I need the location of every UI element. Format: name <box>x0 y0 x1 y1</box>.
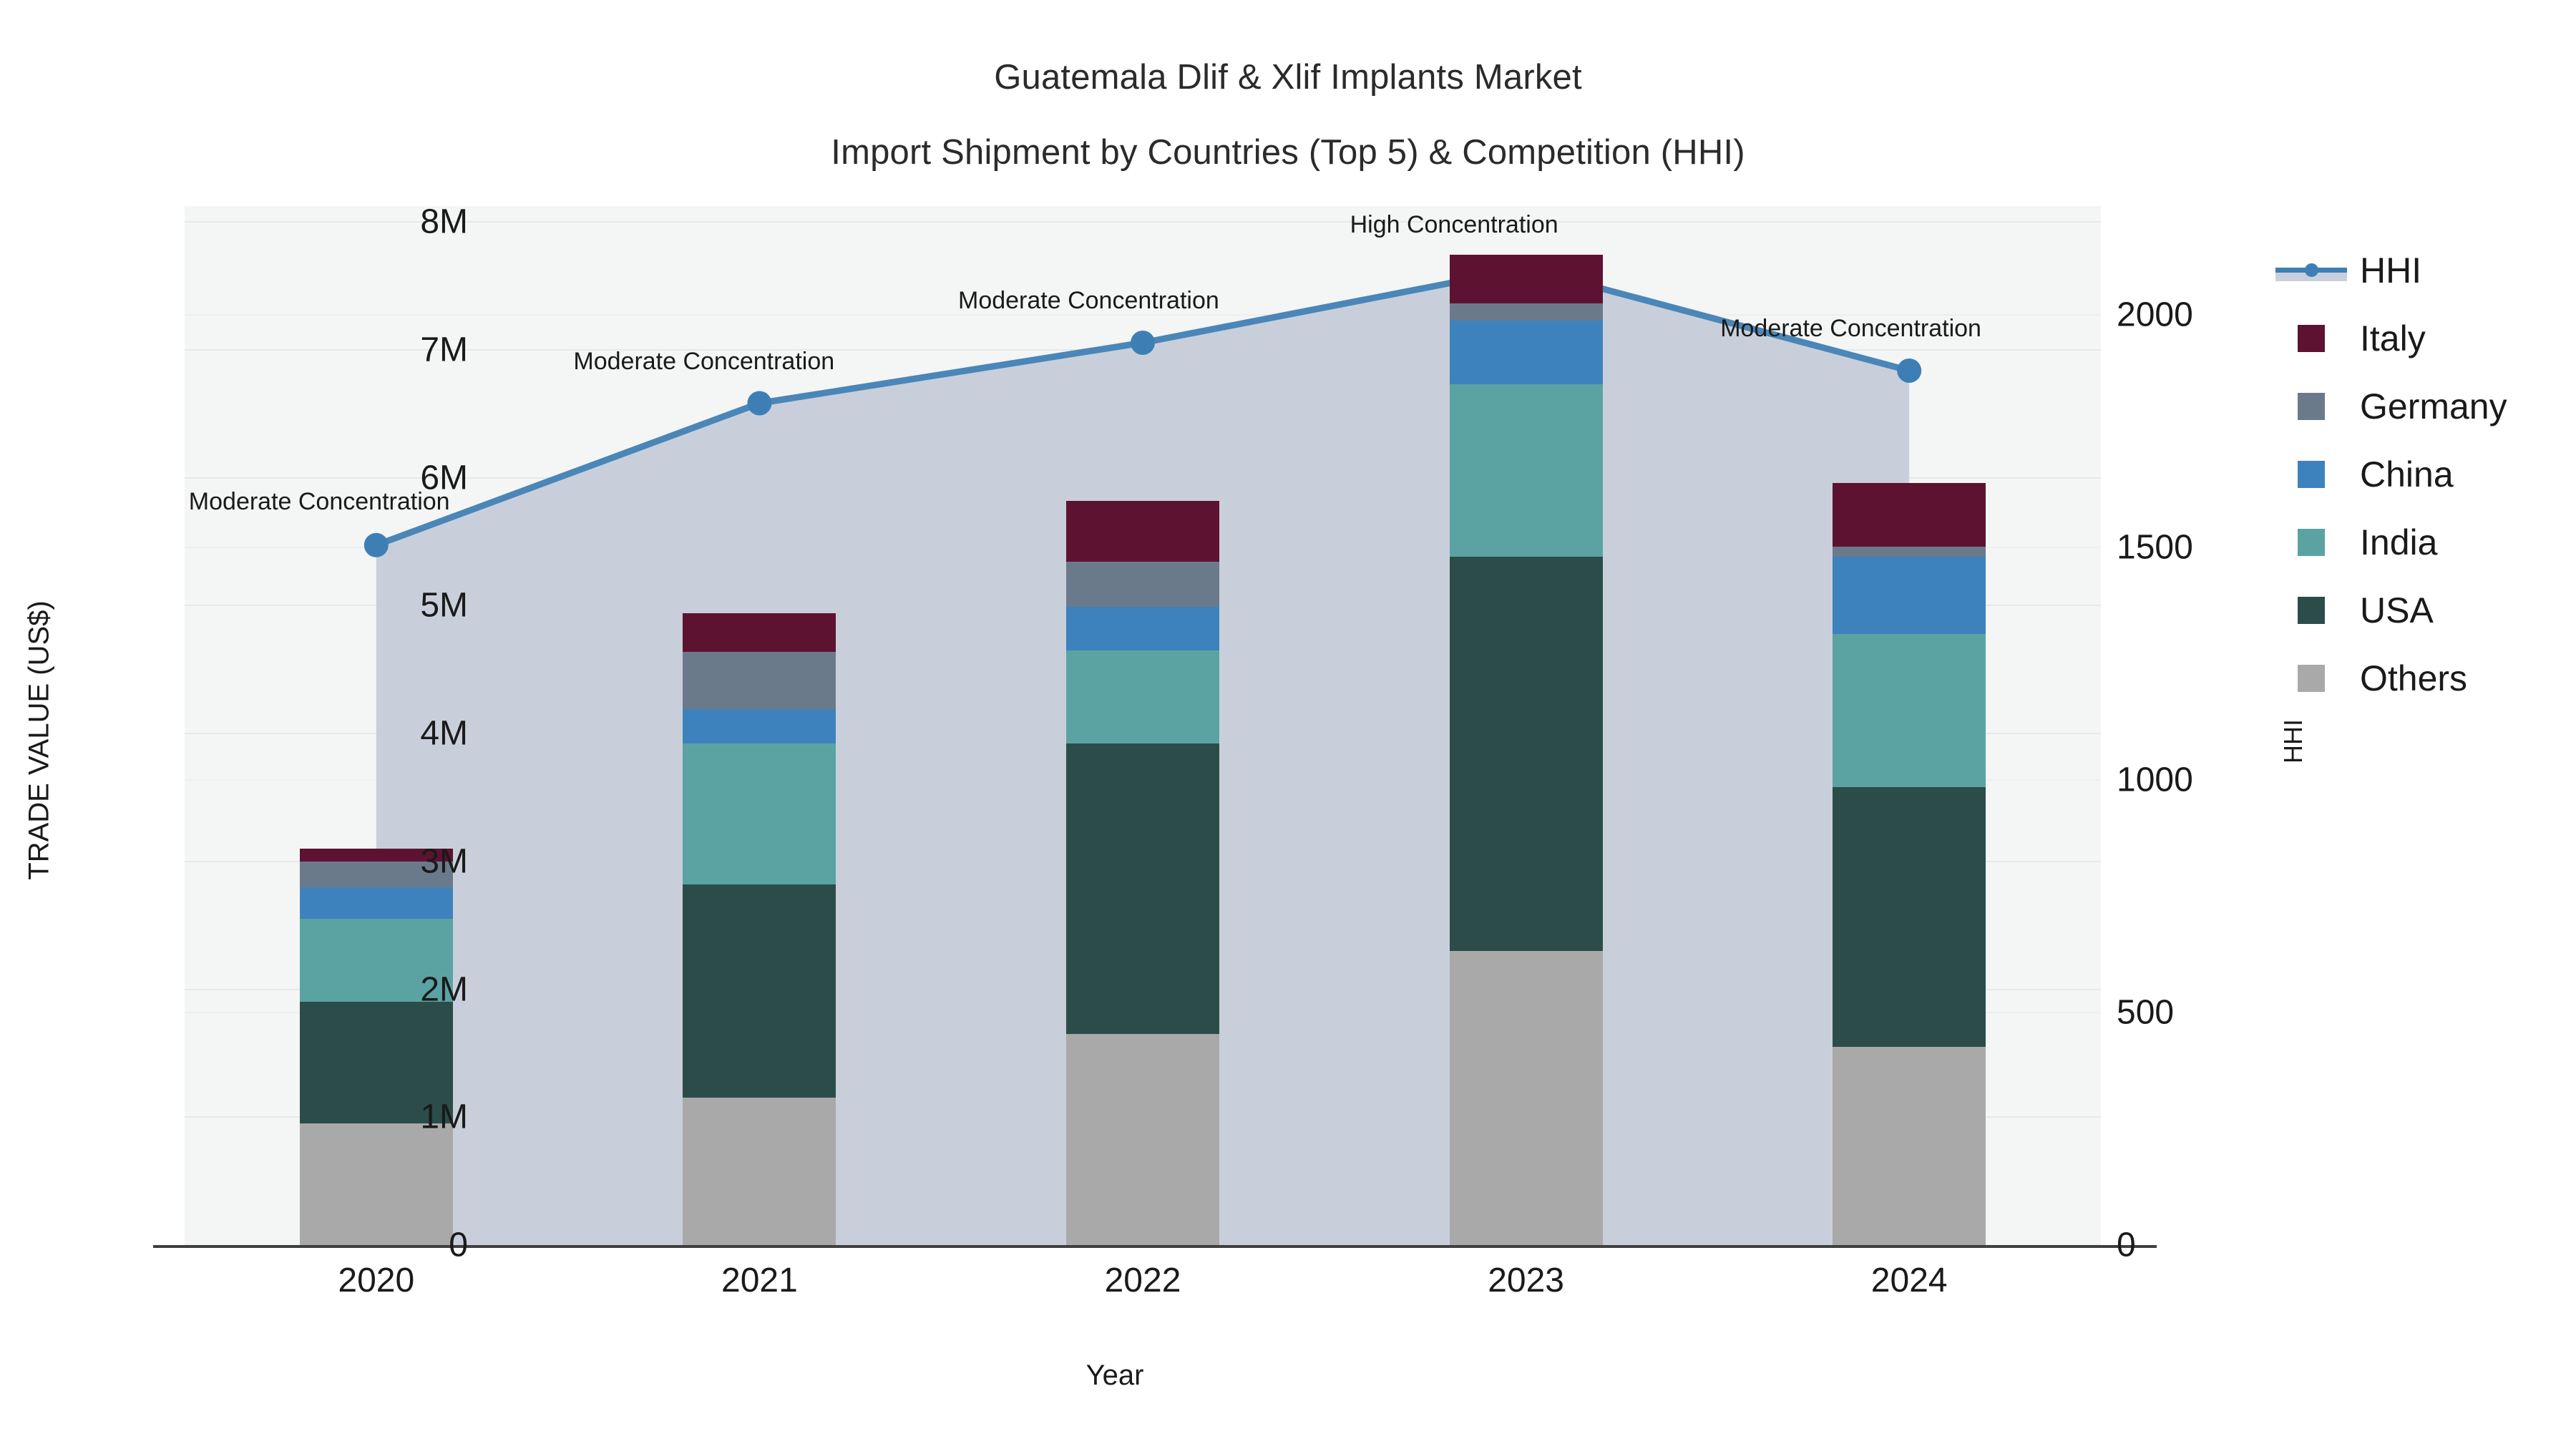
bar-segment-china-2021[interactable] <box>683 709 836 744</box>
y-tick-right-1500: 1500 <box>2117 528 2193 567</box>
bar-group-2021 <box>683 206 836 1245</box>
y-tick-right-500: 500 <box>2117 993 2175 1032</box>
bar-segment-india-2023[interactable] <box>1449 384 1603 557</box>
legend-label-germany: Germany <box>2360 386 2507 426</box>
bar-segment-usa-2022[interactable] <box>1066 743 1219 1035</box>
plot-area: Moderate Concentration Moderate Concentra… <box>185 206 2101 1245</box>
x-axis-line <box>153 1245 2157 1248</box>
bar-segment-india-2022[interactable] <box>1066 650 1219 744</box>
bar-segment-germany-2020[interactable] <box>299 861 453 887</box>
y-tick-left-7M: 7M <box>420 331 468 369</box>
gridline-minor <box>185 314 2101 316</box>
bar-segment-italy-2020[interactable] <box>299 848 453 862</box>
legend-line-swatch <box>2275 260 2347 281</box>
y-tick-left-4M: 4M <box>420 714 468 753</box>
bar-segment-others-2021[interactable] <box>683 1098 836 1245</box>
bar-segment-usa-2024[interactable] <box>1833 787 1986 1047</box>
y-tick-left-6M: 6M <box>420 459 468 497</box>
legend-item-others[interactable]: Others <box>2268 644 2569 712</box>
gridline-major <box>185 221 2101 223</box>
x-tick-2022: 2022 <box>1104 1262 1181 1299</box>
y-tick-right-2000: 2000 <box>2117 296 2193 334</box>
bar-segment-others-2020[interactable] <box>299 1123 453 1245</box>
bar-segment-germany-2021[interactable] <box>683 651 836 710</box>
annotation-2024: Moderate Concentration <box>1720 315 1981 342</box>
y-axis-left-title: TRADE VALUE (US$) <box>23 600 55 880</box>
bar-segment-italy-2023[interactable] <box>1449 255 1603 304</box>
legend-label-others: Others <box>2360 658 2468 698</box>
hhi-marker[interactable] <box>1897 358 1922 383</box>
bar-segment-usa-2023[interactable] <box>1449 557 1603 951</box>
chart-title-line-2: Import Shipment by Countries (Top 5) & C… <box>831 133 1745 172</box>
y-tick-right-0: 0 <box>2117 1226 2136 1264</box>
annotation-2020: Moderate Concentration <box>188 487 450 515</box>
bar-segment-italy-2024[interactable] <box>1833 482 1986 547</box>
bar-segment-china-2024[interactable] <box>1833 557 1986 634</box>
legend-label-usa: USA <box>2360 590 2434 630</box>
bar-segment-germany-2024[interactable] <box>1833 547 1986 557</box>
plot-inner <box>185 206 2101 1245</box>
legend-swatch-italy <box>2298 324 2325 352</box>
bar-segment-germany-2022[interactable] <box>1066 562 1219 608</box>
legend-swatch-china <box>2298 460 2325 488</box>
hhi-marker[interactable] <box>364 532 389 557</box>
legend-swatch-others <box>2298 664 2325 692</box>
legend-item-hhi[interactable]: HHI <box>2268 236 2569 304</box>
legend-item-germany[interactable]: Germany <box>2268 372 2569 440</box>
legend-label-india: India <box>2360 522 2438 562</box>
legend-swatch-india <box>2298 528 2325 556</box>
bar-segment-india-2024[interactable] <box>1833 633 1986 788</box>
bar-segment-usa-2020[interactable] <box>299 1002 453 1124</box>
x-tick-2024: 2024 <box>1870 1262 1948 1299</box>
bar-segment-others-2022[interactable] <box>1066 1034 1219 1245</box>
annotation-2023: High Concentration <box>1350 211 1558 238</box>
bar-segment-italy-2021[interactable] <box>683 613 836 652</box>
legend: HHI Italy Germany China India USA Others <box>2268 236 2569 712</box>
legend-swatch-germany <box>2298 392 2325 420</box>
legend-label-china: China <box>2360 454 2454 494</box>
legend-label-italy: Italy <box>2360 318 2426 358</box>
legend-label-hhi: HHI <box>2360 250 2422 291</box>
x-tick-2020: 2020 <box>338 1262 415 1299</box>
bar-segment-china-2023[interactable] <box>1449 320 1603 384</box>
hhi-marker[interactable] <box>1131 331 1155 355</box>
y-tick-left-8M: 8M <box>420 203 468 241</box>
annotation-2021: Moderate Concentration <box>573 347 835 375</box>
y-tick-left-1M: 1M <box>420 1098 468 1136</box>
bar-segment-china-2022[interactable] <box>1066 607 1219 650</box>
x-tick-2021: 2021 <box>721 1262 798 1299</box>
y-tick-left-2M: 2M <box>420 970 468 1008</box>
legend-item-italy[interactable]: Italy <box>2268 304 2569 372</box>
bar-segment-china-2020[interactable] <box>299 887 453 919</box>
legend-item-india[interactable]: India <box>2268 508 2569 576</box>
annotation-2022: Moderate Concentration <box>958 287 1219 314</box>
bar-group-2022 <box>1066 206 1219 1245</box>
bar-segment-others-2024[interactable] <box>1833 1046 1986 1245</box>
y-tick-left-0: 0 <box>449 1226 468 1264</box>
legend-item-usa[interactable]: USA <box>2268 576 2569 644</box>
hhi-marker[interactable] <box>747 391 772 416</box>
bar-segment-others-2023[interactable] <box>1449 950 1603 1245</box>
legend-swatch-usa <box>2298 596 2325 624</box>
x-tick-2023: 2023 <box>1488 1262 1564 1299</box>
y-tick-right-1000: 1000 <box>2117 761 2193 799</box>
chart-title-line-1: Guatemala Dlif & Xlif Implants Market <box>994 58 1582 97</box>
x-axis-title: Year <box>1085 1360 1144 1391</box>
legend-line-dot <box>2305 263 2318 277</box>
bar-segment-india-2020[interactable] <box>299 919 453 1002</box>
bar-segment-italy-2022[interactable] <box>1066 500 1219 562</box>
bar-segment-india-2021[interactable] <box>683 743 836 884</box>
y-tick-left-3M: 3M <box>420 842 468 881</box>
bar-group-2024 <box>1833 206 1986 1245</box>
bar-group-2020 <box>299 206 453 1245</box>
bar-group-2023 <box>1449 206 1603 1245</box>
y-tick-left-5M: 5M <box>420 586 468 625</box>
legend-item-china[interactable]: China <box>2268 440 2569 508</box>
bar-segment-germany-2023[interactable] <box>1449 303 1603 321</box>
bar-segment-usa-2021[interactable] <box>683 884 836 1098</box>
